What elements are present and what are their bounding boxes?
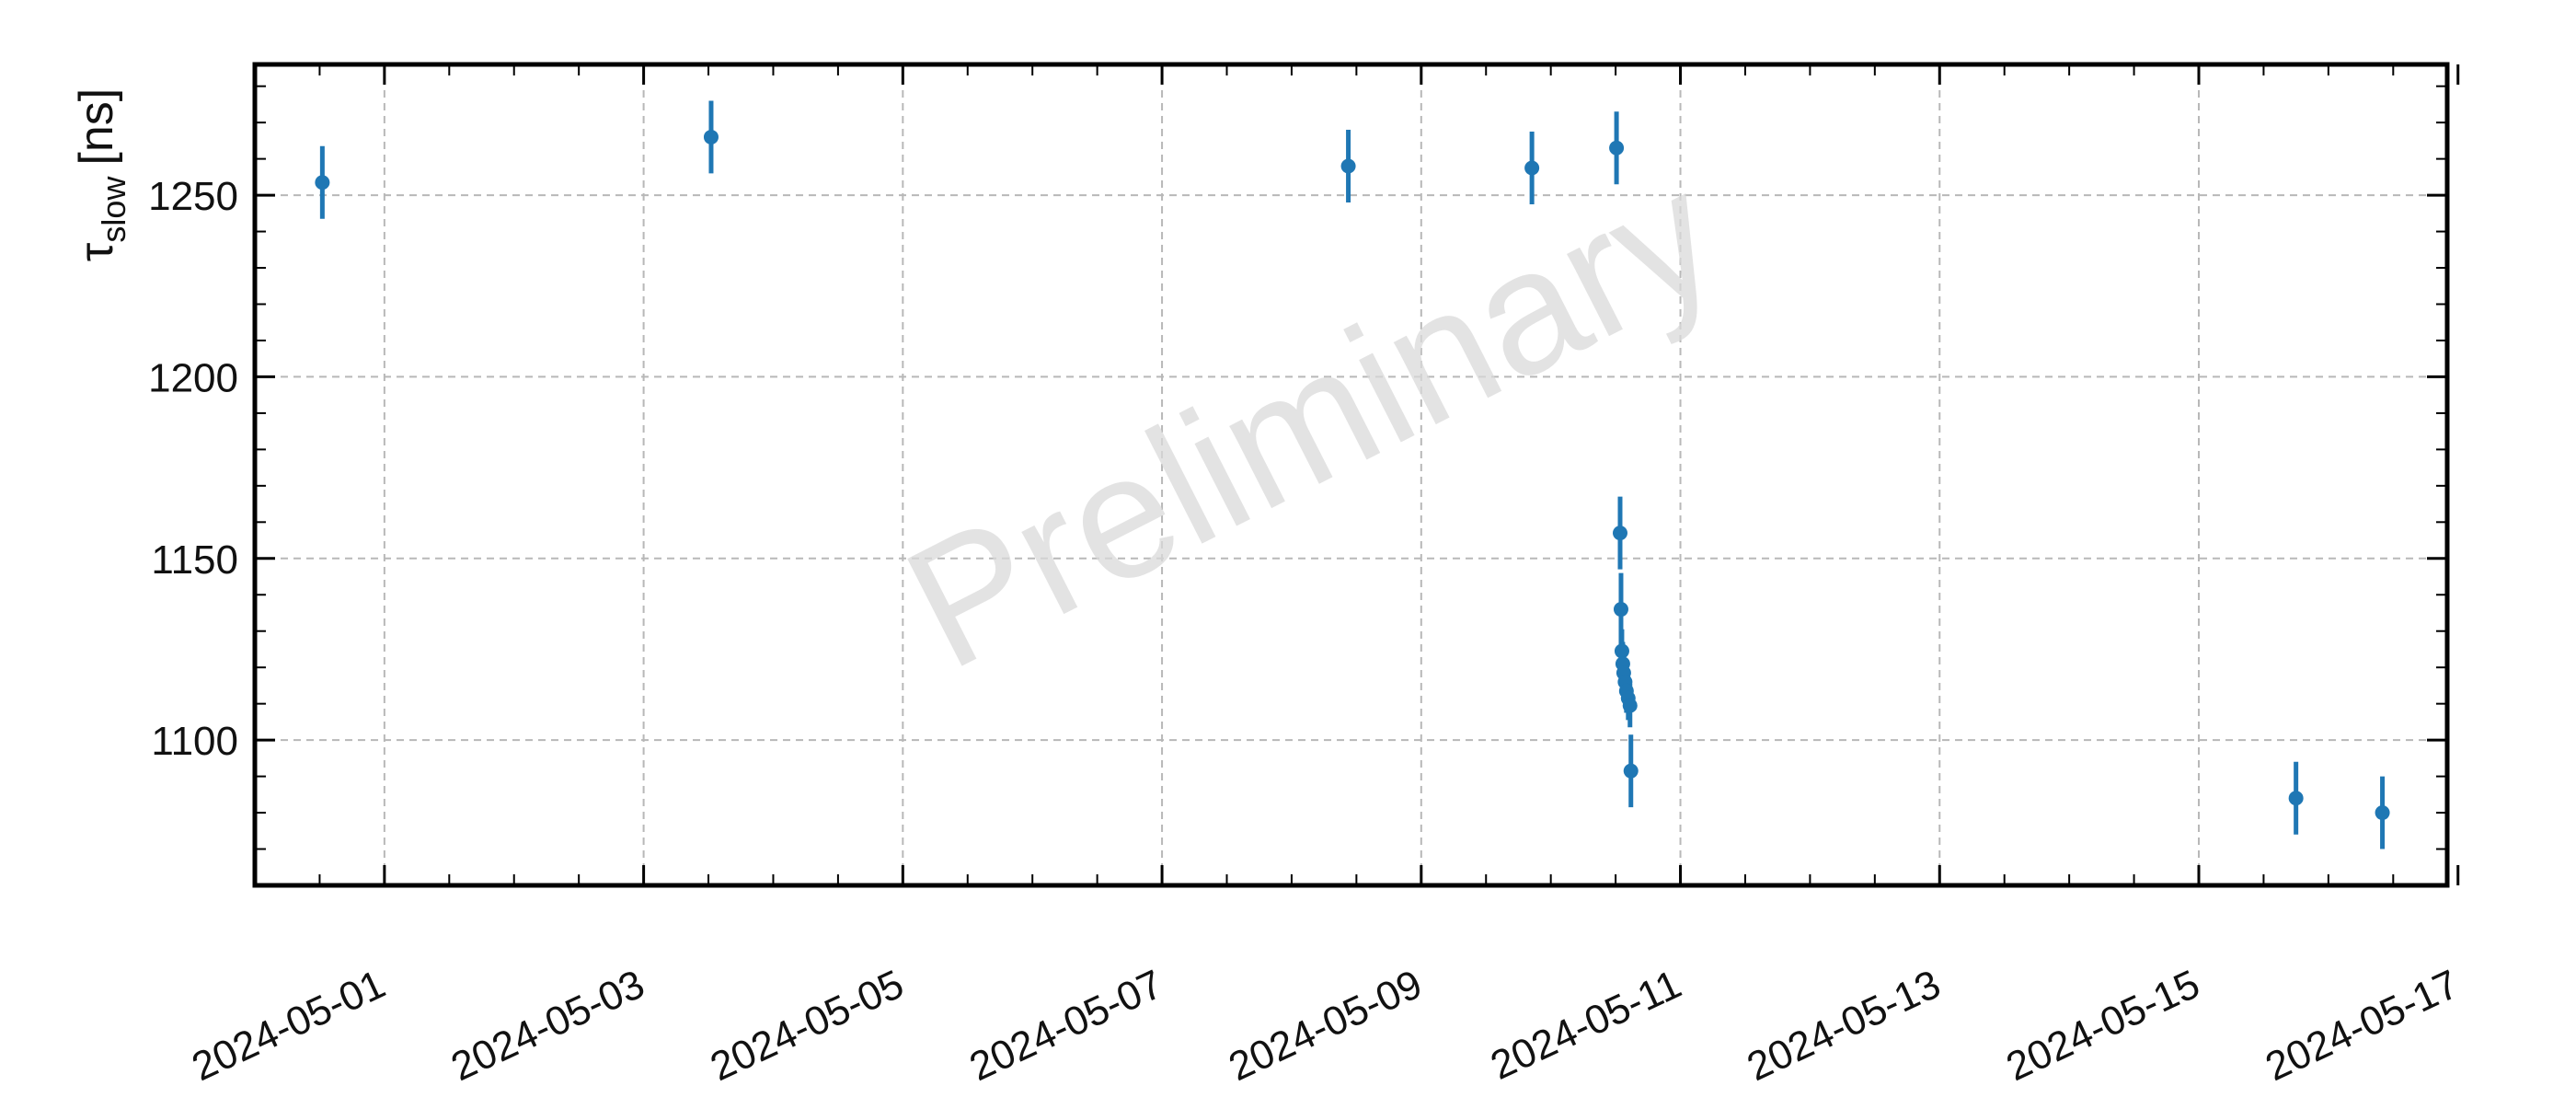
plot-frame: [252, 62, 2450, 888]
x-tick-labels: 2024-05-01 2024-05-03 2024-05-05 2024-05-07…: [185, 962, 2466, 1091]
data-layer: [315, 100, 2390, 849]
data-point: [1614, 643, 1629, 659]
watermark: Preliminary: [878, 135, 1745, 706]
y-axis-label-unit: [ns]: [70, 88, 123, 166]
svg-text:τslow[ns]: τslow [ns]: [70, 88, 132, 261]
data-point: [703, 129, 719, 144]
x-tick-label: 2024-05-09: [1222, 962, 1429, 1091]
x-tick-label: 2024-05-05: [704, 962, 911, 1091]
y-tick-label: 1100: [151, 719, 238, 764]
grid-layer: [255, 64, 2447, 885]
data-point: [1340, 158, 1356, 174]
y-tick-label: 1150: [151, 537, 238, 583]
x-tick-label: 2024-05-03: [444, 962, 651, 1091]
data-point: [2288, 791, 2304, 806]
data-point: [1613, 602, 1628, 618]
y-tick-label: 1250: [148, 174, 238, 219]
data-point: [315, 175, 330, 191]
x-tick-label: 2024-05-07: [963, 962, 1170, 1091]
data-point: [1623, 763, 1639, 779]
data-point: [2375, 805, 2390, 821]
x-tick-label: 2024-05-15: [2000, 962, 2207, 1091]
data-point: [1622, 698, 1638, 713]
x-tick-label: 2024-05-11: [1484, 962, 1688, 1089]
y-tick-labels: 1100 1150 1200 1250: [148, 174, 238, 764]
y-axis-label-subscript: slow: [95, 176, 132, 243]
data-point: [1524, 160, 1540, 176]
x-tick-label: 2024-05-17: [2259, 962, 2466, 1091]
y-axis-label: τslow [ns]: [70, 88, 132, 261]
x-tick-label: 2024-05-13: [1741, 962, 1948, 1091]
data-point: [1609, 140, 1625, 156]
x-tick-label: 2024-05-01: [185, 962, 392, 1091]
data-point: [1612, 526, 1627, 541]
y-axis-label-symbol: τ: [70, 242, 123, 261]
y-tick-label: 1200: [148, 355, 238, 400]
